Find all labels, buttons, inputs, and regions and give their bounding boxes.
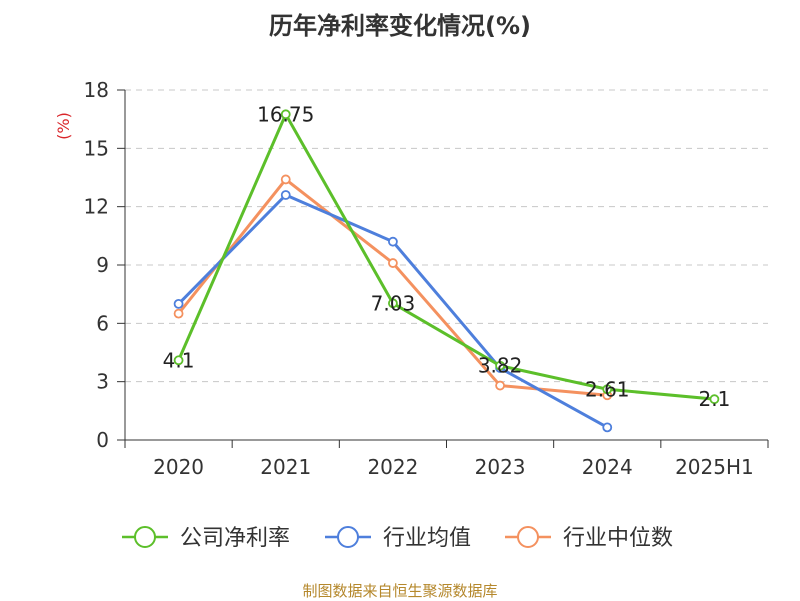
axes: 0 3 6 9 12 15 18 2020 2021 2022 2023 2024 2025H1 (%) bbox=[54, 78, 769, 479]
data-point bbox=[495, 380, 505, 391]
series-line-0 bbox=[177, 112, 715, 401]
y-tick-label: 0 bbox=[96, 428, 109, 452]
data-point bbox=[173, 355, 184, 366]
chart-title: 历年净利率变化情况(%) bbox=[269, 12, 531, 40]
legend-label: 行业中位数 bbox=[563, 526, 673, 551]
legend-marker bbox=[517, 526, 539, 548]
data-point bbox=[602, 384, 613, 395]
data-label: 3.82 bbox=[478, 354, 523, 378]
data-point bbox=[709, 394, 720, 405]
y-axis-label: (%) bbox=[54, 112, 73, 140]
data-point bbox=[388, 298, 398, 309]
legend-label: 公司净利率 bbox=[180, 526, 290, 551]
source-note: 制图数据来自恒生聚源数据库 bbox=[302, 582, 498, 600]
data-label: 16.75 bbox=[257, 102, 314, 126]
legend: 公司净利率 行业均值 行业中位数 bbox=[122, 526, 673, 551]
x-tick-label: 2020 bbox=[153, 455, 204, 479]
data-label: 2.1 bbox=[699, 387, 731, 411]
y-tick-label: 9 bbox=[96, 253, 109, 277]
data-point bbox=[495, 360, 505, 371]
y-tick-label: 12 bbox=[84, 195, 109, 219]
x-tick-label: 2023 bbox=[475, 455, 526, 479]
x-tick-label: 2022 bbox=[367, 455, 418, 479]
data-label: 7.03 bbox=[371, 291, 416, 315]
series-lines bbox=[173, 109, 720, 433]
legend-label: 行业均值 bbox=[383, 526, 471, 551]
data-label: 2.61 bbox=[585, 377, 630, 401]
y-tick-label: 3 bbox=[96, 370, 109, 394]
data-point bbox=[280, 109, 291, 120]
x-tick-label: 2021 bbox=[260, 455, 311, 479]
legend-marker bbox=[337, 526, 359, 548]
data-label: 4.1 bbox=[163, 348, 195, 372]
y-tick-label: 18 bbox=[84, 78, 109, 102]
data-point bbox=[388, 258, 398, 268]
y-tick-label: 15 bbox=[84, 136, 109, 160]
data-point bbox=[388, 236, 398, 247]
data-point bbox=[173, 308, 184, 319]
legend-marker bbox=[134, 526, 156, 548]
data-point bbox=[602, 422, 613, 433]
x-tick-label: 2025H1 bbox=[675, 455, 754, 479]
data-point bbox=[280, 190, 291, 200]
grid-lines bbox=[125, 89, 768, 383]
data-labels: 4.1 16.75 7.03 3.82 2.61 2.1 bbox=[163, 102, 731, 411]
x-tick-label: 2024 bbox=[582, 455, 633, 479]
y-tick-label: 6 bbox=[96, 311, 109, 335]
data-point bbox=[280, 174, 291, 185]
data-point bbox=[173, 298, 184, 309]
